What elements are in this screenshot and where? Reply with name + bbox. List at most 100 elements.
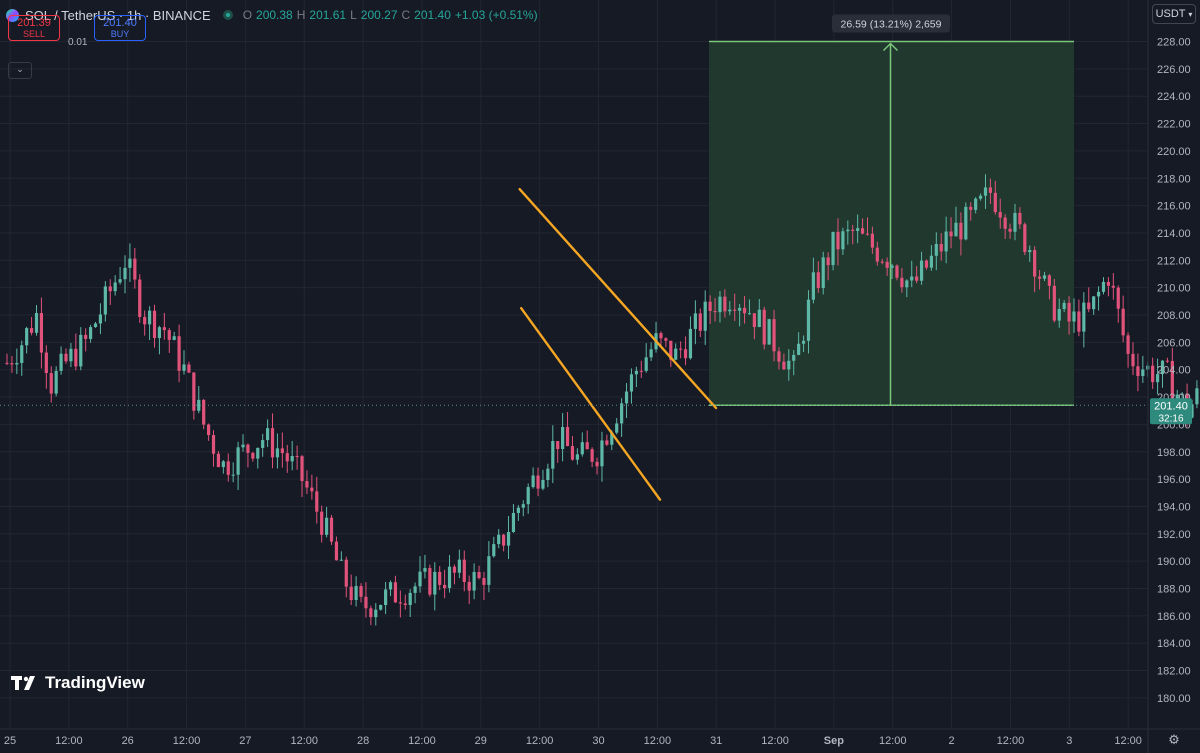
projection-area <box>709 41 1074 406</box>
candle-body <box>782 361 786 370</box>
arrow-head-icon <box>882 42 899 52</box>
y-tick-label: 228.00 <box>1157 37 1191 49</box>
candle-body <box>29 328 34 333</box>
last-price-value: 201.40 <box>1154 400 1188 412</box>
candle-body <box>54 370 58 394</box>
candle-body <box>79 334 83 367</box>
candle-body <box>919 260 924 281</box>
buy-label: BUY <box>110 29 130 39</box>
chevron-down-icon: ⌄ <box>16 64 24 74</box>
candle-body <box>339 559 343 561</box>
bar-countdown: 32:16 <box>1158 413 1183 424</box>
candle-body <box>949 231 953 237</box>
candle-body <box>910 276 914 281</box>
x-tick-label: 29 <box>475 735 487 747</box>
market-status-icon[interactable] <box>222 10 233 20</box>
candle-body <box>147 310 152 325</box>
candlestick-series <box>5 174 1199 626</box>
candle-body <box>1018 212 1022 225</box>
high-value: 201.61 <box>309 8 347 22</box>
candle-body <box>516 507 520 513</box>
candle-body <box>664 338 668 341</box>
candle-body <box>708 301 712 311</box>
sell-button[interactable]: 201.39 SELL <box>8 15 60 41</box>
y-tick-label: 182.00 <box>1157 666 1191 678</box>
x-tick-label: 25 <box>4 735 16 747</box>
candle-body <box>98 314 103 324</box>
x-tick-label: 12:00 <box>1114 735 1142 747</box>
candle-body <box>329 517 334 542</box>
candle-body <box>521 504 525 508</box>
candle-body <box>934 243 938 256</box>
candle-body <box>1111 285 1115 288</box>
candle-body <box>846 229 850 232</box>
buy-price: 201.40 <box>103 17 137 29</box>
price-axis[interactable]: 228.00 226.00 224.00 222.00 220.00 218.00 216.… <box>1147 0 1191 753</box>
candle-body <box>20 345 24 364</box>
candle-body <box>1131 353 1135 367</box>
candle-body <box>374 609 378 618</box>
candle-body <box>772 319 776 352</box>
candle-body <box>1062 302 1066 309</box>
candle-body <box>39 313 44 353</box>
candle-body <box>1136 366 1140 377</box>
gear-icon[interactable]: ⚙ <box>1168 732 1180 747</box>
candle-body <box>497 534 501 545</box>
candle-body <box>462 559 466 582</box>
candle-body <box>270 428 275 458</box>
candle-body <box>192 372 196 411</box>
currency-label: USDT <box>1155 8 1186 20</box>
candle-body <box>1175 394 1179 401</box>
candle-body <box>325 517 329 535</box>
candle-body <box>384 589 388 605</box>
candle-body <box>974 198 978 210</box>
candle-body <box>738 307 742 311</box>
candle-body <box>433 571 437 595</box>
low-label: L <box>350 8 357 22</box>
candle-body <box>482 578 486 585</box>
candle-body <box>1092 296 1096 310</box>
candle-body <box>939 243 943 252</box>
candle-body <box>295 455 299 457</box>
candle-body <box>1072 311 1076 322</box>
candle-body <box>359 586 363 597</box>
candle-body <box>344 559 348 587</box>
candle-body <box>767 319 771 345</box>
x-tick-label: 12:00 <box>173 735 201 747</box>
candle-body <box>546 468 550 481</box>
candle-body <box>1101 281 1106 292</box>
x-tick-label: 12:00 <box>644 735 672 747</box>
candle-body <box>831 231 835 266</box>
candle-body <box>1047 275 1052 286</box>
candle-body <box>49 373 53 394</box>
candle-body <box>64 353 68 362</box>
candle-body <box>895 265 899 278</box>
candle-body <box>477 571 481 579</box>
candle-body <box>590 449 594 462</box>
collapse-legend-button[interactable]: ⌄ <box>8 62 32 79</box>
y-tick-label: 196.00 <box>1157 474 1191 486</box>
y-tick-label: 212.00 <box>1157 255 1191 267</box>
currency-selector[interactable]: USDT ▾ <box>1152 4 1196 24</box>
candle-body <box>1121 308 1125 336</box>
candle-body <box>841 231 845 250</box>
projection-label-bg <box>832 14 950 33</box>
candle-body <box>998 212 1002 218</box>
candle-body <box>629 374 634 392</box>
candle-body <box>5 362 9 364</box>
candle-body <box>531 475 535 488</box>
candle-body <box>1116 287 1120 309</box>
candle-body <box>354 586 358 601</box>
candle-body <box>216 453 221 468</box>
buy-button[interactable]: 201.40 BUY <box>94 15 146 41</box>
y-tick-label: 226.00 <box>1157 64 1191 76</box>
candle-body <box>10 363 14 365</box>
candle-body <box>1003 217 1007 229</box>
time-axis[interactable]: 25 12:00 26 12:00 27 12:00 28 12:00 29 12:00 30 12:… <box>0 728 1200 747</box>
y-tick-label: 224.00 <box>1157 91 1191 103</box>
candle-body <box>103 286 107 315</box>
tradingview-logo[interactable]: TradingView <box>11 673 145 693</box>
candle-body <box>1042 275 1047 279</box>
candle-body <box>403 603 407 605</box>
